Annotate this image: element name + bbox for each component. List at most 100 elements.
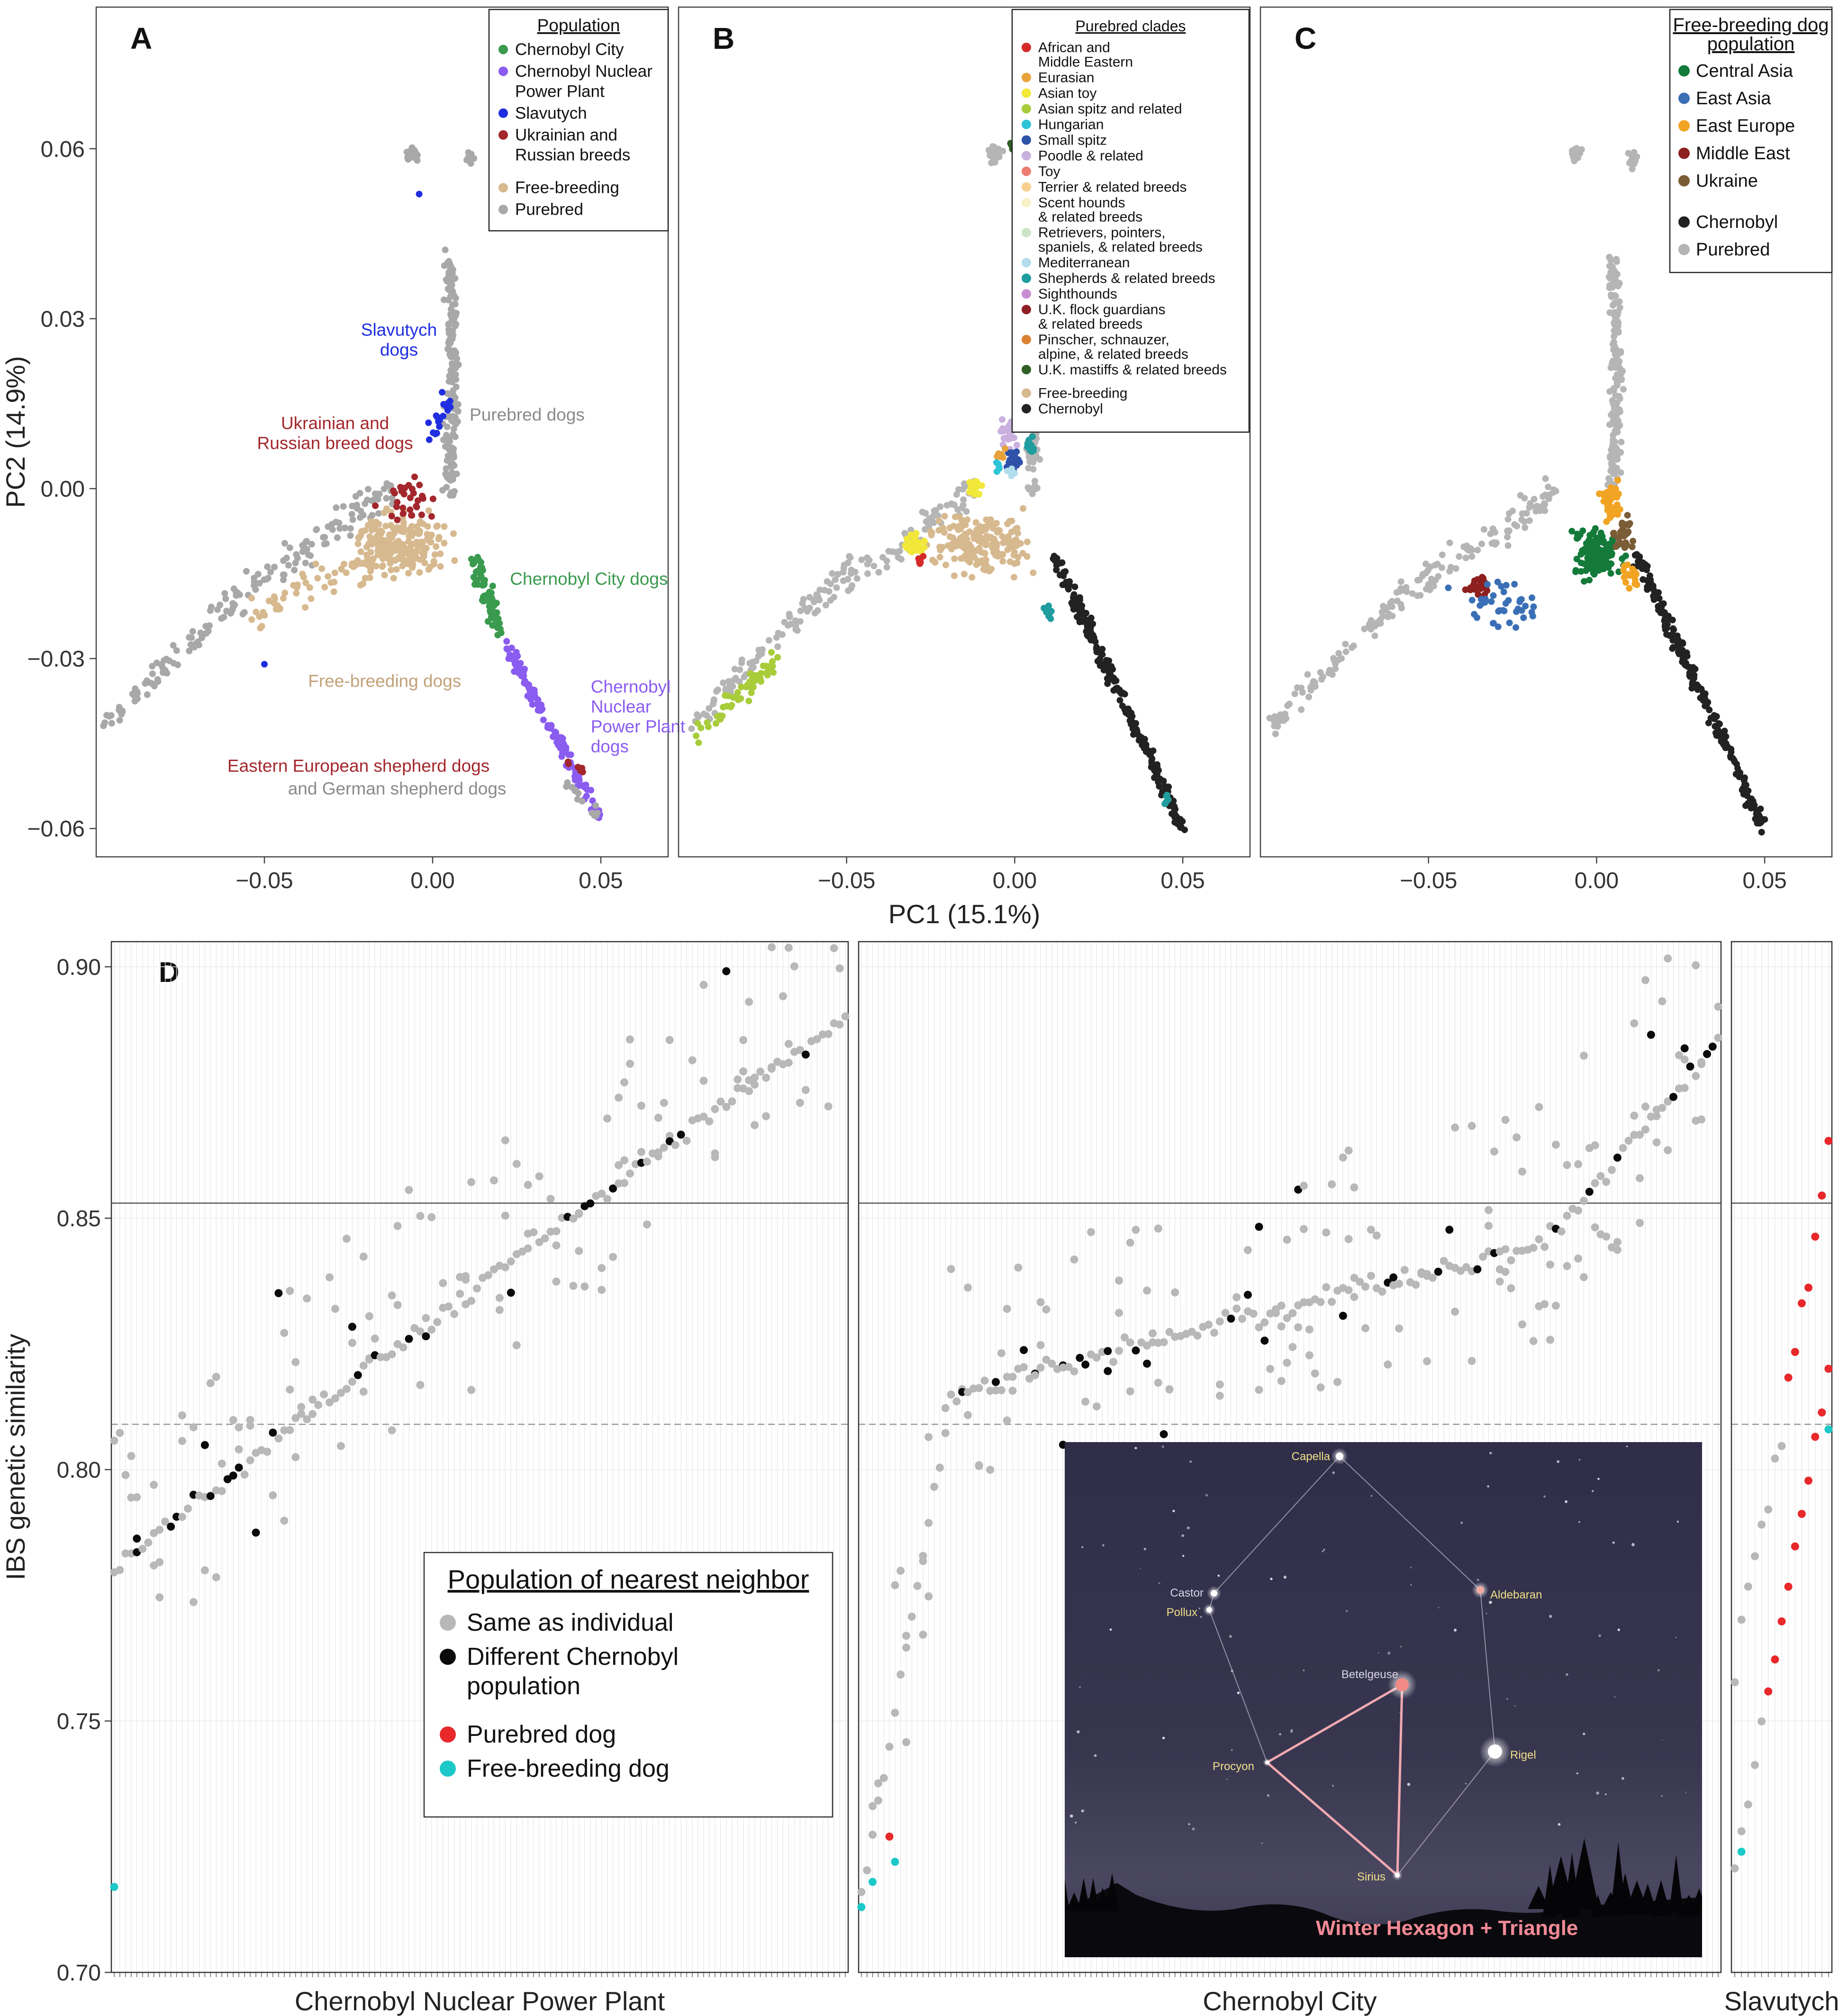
data-point (1284, 702, 1291, 709)
data-point (874, 1796, 882, 1805)
data-point (1620, 567, 1627, 574)
data-point (1629, 565, 1636, 572)
data-point (1029, 485, 1036, 492)
data-point (1630, 1019, 1639, 1027)
data-point (436, 423, 443, 430)
data-point (654, 1114, 662, 1122)
data-point (1024, 538, 1031, 545)
data-point (1611, 438, 1618, 445)
star-castor (1211, 1590, 1217, 1597)
data-point (132, 685, 139, 692)
legend-box (1011, 9, 1250, 433)
data-point (569, 784, 575, 790)
data-point (848, 566, 855, 573)
data-point (952, 1397, 961, 1406)
faint-star (1189, 1460, 1192, 1463)
data-point (189, 1423, 198, 1432)
data-point (1385, 613, 1391, 620)
faint-star (1261, 1843, 1263, 1844)
plot-frame (95, 6, 669, 858)
data-point (362, 575, 369, 581)
data-point (353, 1371, 362, 1380)
data-point (1272, 730, 1279, 737)
data-point (824, 578, 831, 585)
data-point (291, 1358, 300, 1366)
y-tick-label: 0.85 (57, 1207, 101, 1232)
data-point (825, 588, 833, 595)
data-point (725, 692, 732, 699)
data-point (1494, 579, 1501, 585)
data-point (1708, 1043, 1717, 1051)
data-point (1537, 507, 1544, 514)
data-point (1125, 711, 1132, 718)
data-point (1435, 573, 1442, 580)
data-point (560, 740, 567, 747)
data-point (1811, 1233, 1820, 1241)
faint-star (1583, 1733, 1585, 1735)
data-point (1215, 1317, 1224, 1326)
data-point (1609, 538, 1616, 545)
legend-swatch (1678, 244, 1690, 255)
legend-label: Chernobyl (1038, 401, 1103, 417)
data-point (1462, 1263, 1470, 1271)
data-point (535, 1238, 544, 1246)
data-point (264, 563, 271, 570)
data-point (1721, 727, 1728, 735)
data-point (507, 1257, 515, 1266)
faint-star (1237, 1691, 1240, 1694)
data-point (467, 1178, 476, 1186)
data-point (1048, 1360, 1056, 1368)
data-point (529, 701, 536, 708)
gridlines (1731, 942, 1832, 1973)
star-label: Pollux (1167, 1606, 1197, 1619)
data-point (1612, 351, 1619, 358)
data-point (1605, 273, 1612, 281)
data-point (1014, 525, 1021, 532)
data-point (1624, 1136, 1633, 1145)
data-point (885, 1833, 894, 1841)
data-point (1339, 1312, 1347, 1320)
data-point (347, 532, 354, 539)
data-point (1619, 519, 1626, 527)
data-point (393, 1222, 402, 1230)
data-point (445, 476, 453, 482)
faint-star (1612, 1541, 1615, 1544)
data-point (1361, 1324, 1369, 1333)
data-point (106, 713, 113, 720)
data-point (388, 1350, 396, 1359)
data-point (705, 1117, 714, 1126)
data-point (1283, 1314, 1291, 1322)
inset-caption: Winter Hexagon + Triangle (1316, 1916, 1578, 1940)
faint-star (1079, 1686, 1081, 1688)
data-point (437, 550, 444, 557)
star-label: Sirius (1357, 1871, 1386, 1883)
data-point (1011, 434, 1017, 441)
data-point (303, 546, 310, 553)
tree (1638, 1883, 1657, 1913)
data-point (879, 1774, 888, 1782)
data-point (1607, 454, 1613, 461)
data-point (258, 623, 265, 630)
data-point (654, 1148, 662, 1157)
legend-label: & related breeds (1038, 209, 1142, 225)
data-point (1740, 790, 1747, 798)
data-point (1173, 815, 1180, 821)
legend-label: alpine, & related breeds (1038, 346, 1188, 362)
data-point (1619, 555, 1626, 563)
data-point (263, 1447, 272, 1456)
data-point (1757, 1717, 1766, 1725)
plot-frame (678, 6, 1251, 858)
data-point (774, 654, 781, 661)
data-point (221, 590, 228, 597)
data-point (340, 503, 347, 510)
data-point (1596, 1172, 1605, 1181)
data-point (1662, 626, 1669, 633)
data-point (1664, 954, 1672, 963)
data-point (1652, 1138, 1661, 1146)
data-point (643, 1157, 651, 1166)
data-point (408, 512, 415, 519)
data-point (699, 1077, 708, 1085)
data-point (1686, 1062, 1694, 1071)
legend-swatch (498, 205, 508, 215)
data-point (924, 1519, 933, 1527)
